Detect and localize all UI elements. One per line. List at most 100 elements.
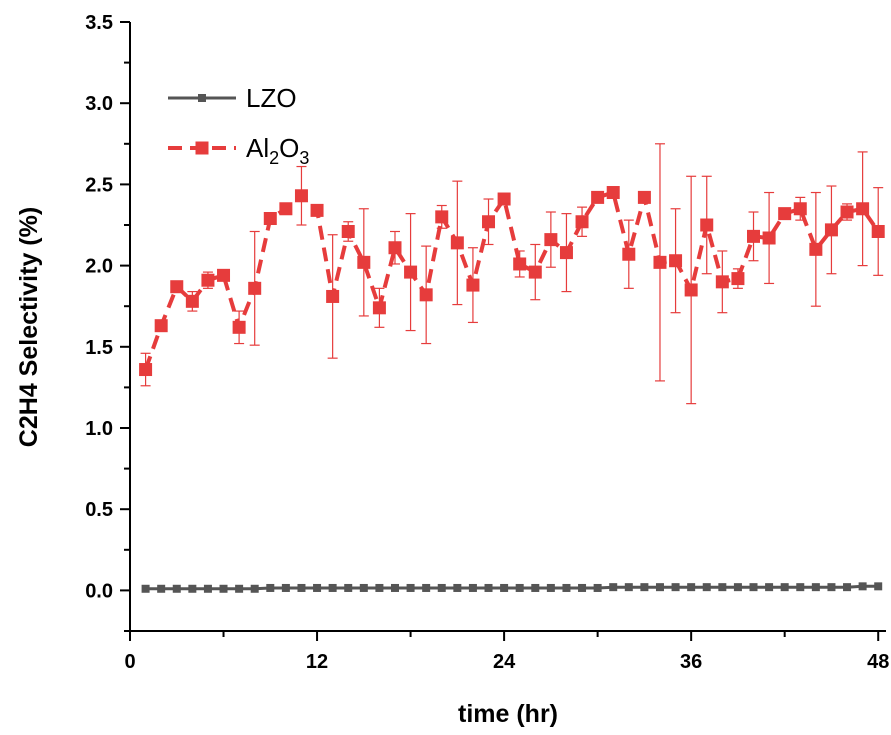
data-point [219, 584, 228, 593]
data-point [655, 583, 664, 592]
data-point [357, 255, 371, 269]
data-point [747, 229, 761, 243]
data-point [141, 584, 150, 593]
data-point [328, 583, 337, 592]
data-point [359, 583, 368, 592]
legend: LZO Al2O3 [168, 83, 309, 168]
data-point [827, 583, 836, 592]
x-tick-label: 24 [493, 651, 516, 673]
data-point [453, 583, 462, 592]
data-point [157, 584, 166, 593]
data-point [450, 236, 464, 250]
data-point [326, 289, 340, 303]
data-point [263, 212, 277, 226]
x-tick-label: 36 [680, 651, 702, 673]
data-point [811, 583, 820, 592]
y-tick-label: 2.5 [85, 174, 113, 196]
legend-marker [195, 141, 209, 155]
data-point [154, 319, 168, 333]
data-point [310, 203, 324, 217]
data-point [482, 215, 496, 229]
data-point [515, 583, 524, 592]
data-point [718, 583, 727, 592]
series-lzo [141, 582, 883, 593]
y-axis-title: C2H4 Selectivity (%) [15, 207, 43, 447]
data-point [390, 583, 399, 592]
data-point [796, 583, 805, 592]
data-point [874, 582, 883, 591]
data-point [248, 281, 262, 295]
data-point [344, 583, 353, 592]
data-point [809, 242, 823, 256]
data-point [653, 255, 667, 269]
data-point [484, 583, 493, 592]
y-tick-label: 1.5 [85, 337, 113, 359]
data-point [778, 207, 792, 221]
data-point [531, 583, 540, 592]
legend-label: LZO [246, 83, 297, 113]
data-point [203, 584, 212, 593]
data-point [294, 189, 308, 203]
data-point [375, 583, 384, 592]
data-point [640, 583, 649, 592]
data-point [559, 246, 573, 260]
data-point [497, 192, 511, 206]
data-point [684, 283, 698, 297]
data-point [500, 583, 509, 592]
data-point [388, 241, 402, 255]
data-point [404, 265, 418, 279]
data-point [513, 257, 527, 271]
data-point [422, 583, 431, 592]
series-al2o3 [139, 143, 885, 405]
data-point [780, 583, 789, 592]
data-point [279, 202, 293, 216]
data-point [762, 231, 776, 245]
data-point [139, 363, 153, 377]
data-point [250, 584, 259, 593]
data-point [731, 272, 745, 286]
data-point [637, 190, 651, 204]
data-point [419, 288, 433, 302]
data-point [468, 583, 477, 592]
data-point [185, 294, 199, 308]
series-line [143, 190, 880, 371]
data-point [687, 583, 696, 592]
data-point [671, 583, 680, 592]
data-point [201, 273, 215, 287]
data-point [232, 320, 246, 334]
data-point [700, 218, 714, 232]
data-point [624, 583, 633, 592]
data-point [856, 202, 870, 216]
data-point [266, 583, 275, 592]
data-point [562, 583, 571, 592]
data-point [715, 275, 729, 289]
x-tick-label: 48 [867, 651, 889, 673]
data-point [235, 584, 244, 593]
data-point [702, 583, 711, 592]
legend-marker [198, 94, 206, 102]
data-point [217, 268, 231, 282]
data-point [578, 583, 587, 592]
data-point [575, 215, 589, 229]
data-point [313, 583, 322, 592]
data-point [170, 280, 184, 294]
data-point [544, 233, 558, 247]
data-point [858, 582, 867, 591]
data-point [406, 583, 415, 592]
x-tick-label: 0 [124, 651, 135, 673]
data-point [172, 584, 181, 593]
legend-label: Al2O3 [246, 133, 309, 168]
data-point [622, 247, 636, 261]
axes: 0.0 0.5 1.0 1.5 2.0 2.5 3.0 3.5 0 12 24 36 48 [85, 12, 889, 673]
data-point [341, 224, 355, 238]
data-point [765, 583, 774, 592]
y-tick-label: 0.5 [85, 499, 113, 521]
data-point [606, 186, 620, 200]
data-point [669, 254, 683, 268]
data-point [372, 301, 386, 315]
x-axis-title: time (hr) [458, 700, 558, 728]
data-point [435, 210, 449, 224]
x-tick-label: 12 [306, 651, 328, 673]
data-point [871, 224, 885, 238]
